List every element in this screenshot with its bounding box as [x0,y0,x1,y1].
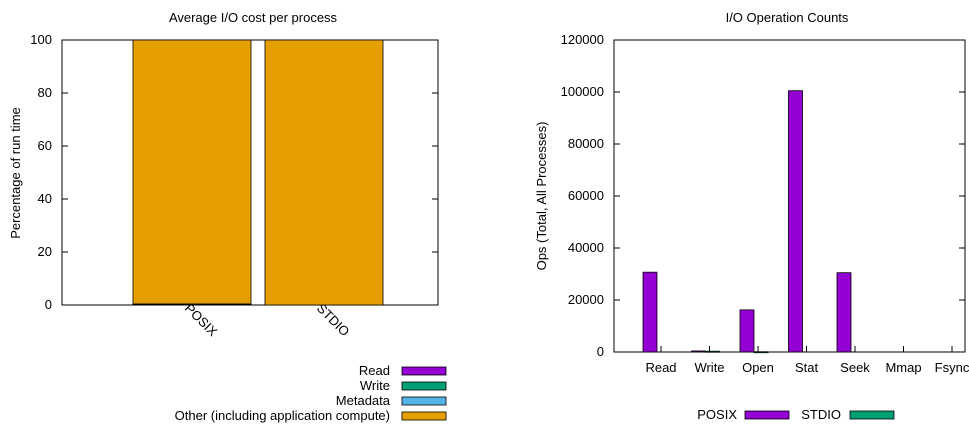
right-xtick-label-fsync: Fsync [935,360,969,375]
bar-stdio-other-including-application-compute [264,39,384,306]
bar-posix-write [691,350,706,353]
right-legend-swatch-stdio [849,410,895,420]
left-ytick-label: 80 [38,85,52,100]
right-xtick-label-open: Open [742,360,774,375]
bar-posix-stat [788,90,803,353]
bar-posix-seek [836,272,852,353]
left-legend-label-metadata: Metadata [336,393,391,408]
left-ytick-label: 20 [38,244,52,259]
right-xtick-label-stat: Stat [795,360,819,375]
bar-stdio-open [753,351,769,354]
bar-posix-open [739,309,755,353]
left-legend-swatch-other-including-application-compute [401,411,447,421]
left-xtick-label-posix: POSIX [182,300,221,339]
right-legend-label-posix: POSIX [697,407,737,422]
right-ytick-label: 0 [597,344,604,359]
left-legend-label-other-including-application-compute: Other (including application compute) [175,408,390,423]
right-xtick-label-read: Read [645,360,676,375]
left-ytick-label: 40 [38,191,52,206]
bar-posix-other-including-application-compute [132,39,252,305]
left-ytick-label: 100 [30,32,52,47]
right-xtick-label-write: Write [694,360,724,375]
left-legend-swatch-read [401,366,447,376]
right-xtick-label-mmap: Mmap [885,360,921,375]
left-chart-title: Average I/O cost per process [169,10,338,25]
right-chart-legend: POSIX STDIO [697,407,895,422]
right-legend-swatch-posix [744,410,790,420]
left-legend-label-read: Read [359,363,390,378]
left-ytick-label: 0 [45,297,52,312]
right-ytick-label: 60000 [568,188,604,203]
right-ytick-label: 80000 [568,136,604,151]
bar-stdio-write [705,350,720,353]
right-chart-title: I/O Operation Counts [726,10,849,25]
right-chart-ylabel: Ops (Total, All Processes) [534,122,549,271]
bar-posix-read [642,271,658,353]
left-chart: Average I/O cost per process Percentage … [8,10,447,423]
right-chart-bars [642,90,852,354]
right-chart-axes: 0 20000 40000 60000 80000 100000 120000 Read Wri… [561,32,969,375]
right-ytick-label: 40000 [568,240,604,255]
right-legend-label-stdio: STDIO [801,407,841,422]
right-ytick-label: 20000 [568,292,604,307]
right-chart: I/O Operation Counts Ops (Total, All Pro… [534,10,969,422]
left-legend-swatch-write [401,381,447,391]
left-legend-label-write: Write [360,378,390,393]
left-ytick-label: 60 [38,138,52,153]
right-ytick-label: 100000 [561,84,604,99]
left-chart-ylabel: Percentage of run time [8,107,23,239]
left-chart-bars [132,39,384,306]
left-xtick-label-stdio: STDIO [314,300,353,339]
right-xtick-label-seek: Seek [840,360,870,375]
right-ytick-label: 120000 [561,32,604,47]
left-legend-swatch-metadata [401,396,447,406]
